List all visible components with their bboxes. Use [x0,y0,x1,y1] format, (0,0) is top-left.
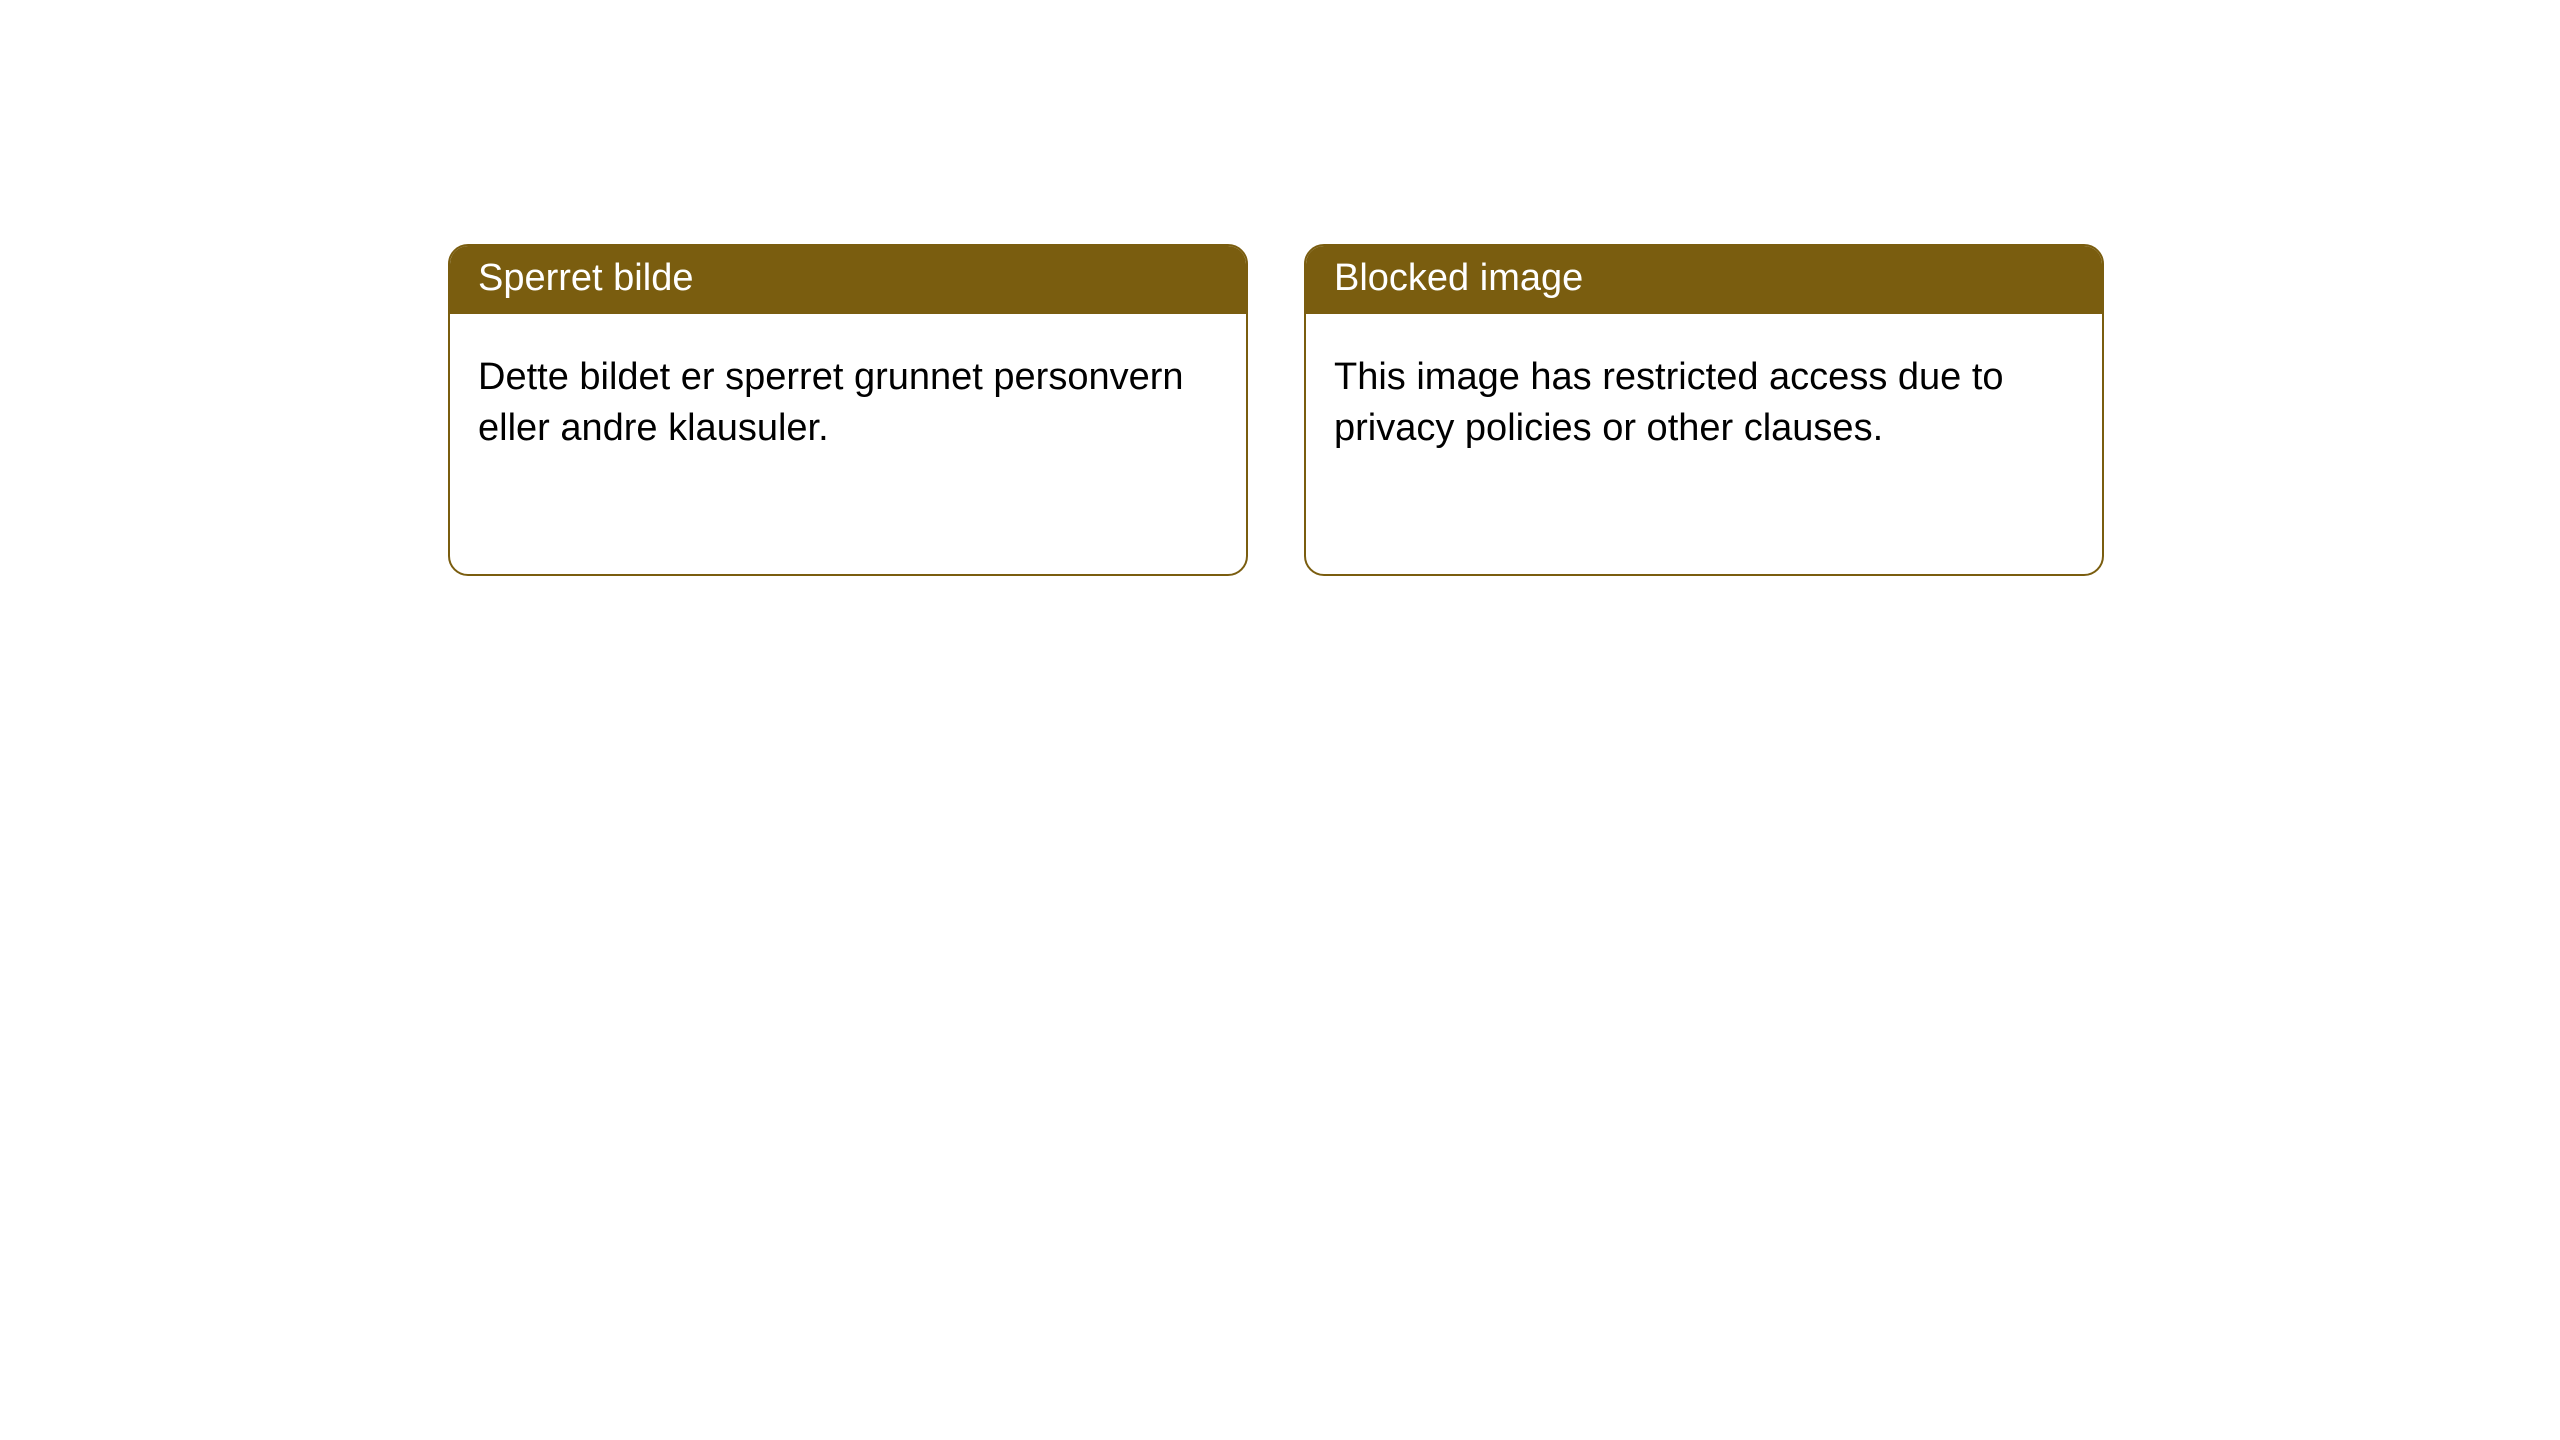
notice-card-english: Blocked image This image has restricted … [1304,244,2104,576]
notice-title-norwegian: Sperret bilde [450,246,1246,314]
notice-card-norwegian: Sperret bilde Dette bildet er sperret gr… [448,244,1248,576]
notice-body-norwegian: Dette bildet er sperret grunnet personve… [450,314,1246,574]
notice-title-english: Blocked image [1306,246,2102,314]
notice-container: Sperret bilde Dette bildet er sperret gr… [0,0,2560,576]
notice-body-english: This image has restricted access due to … [1306,314,2102,574]
